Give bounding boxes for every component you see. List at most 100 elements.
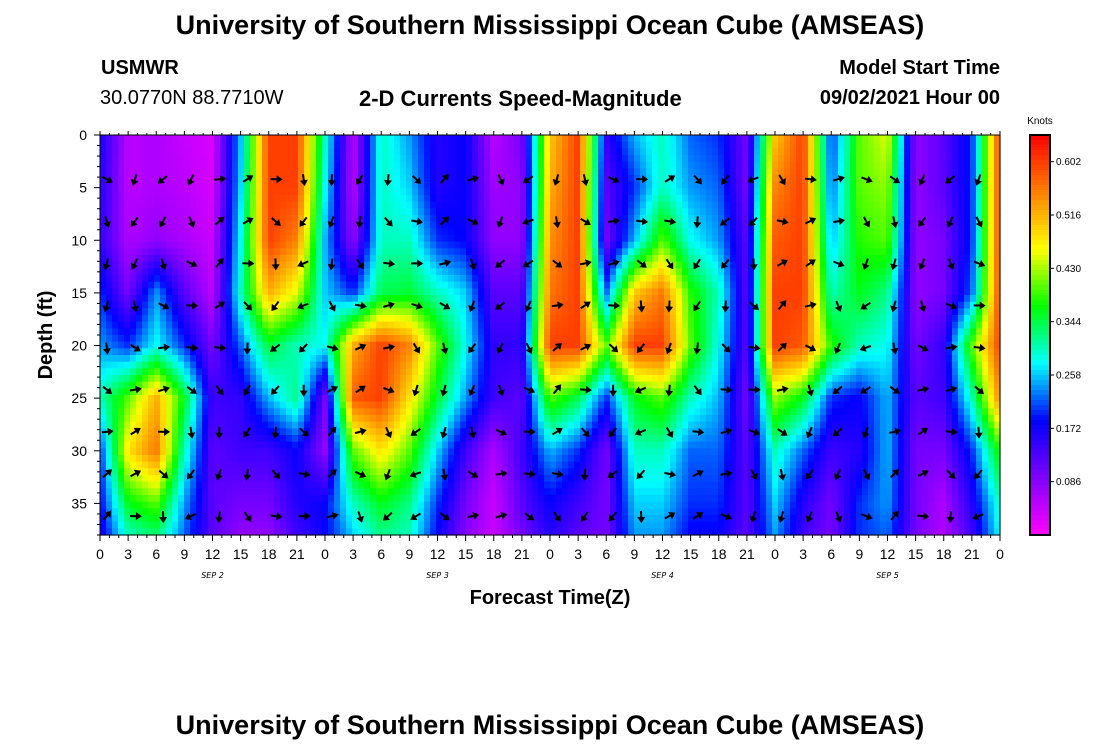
heatmap-cell [568, 341, 575, 349]
heatmap-cell [754, 315, 761, 323]
heatmap-cell [142, 221, 149, 229]
heatmap-cell [586, 295, 593, 303]
heatmap-cell [154, 141, 161, 149]
heatmap-cell [976, 235, 983, 243]
heatmap-cell [892, 141, 899, 149]
heatmap-cell [946, 195, 953, 203]
heatmap-cell [826, 221, 833, 229]
heatmap-cell [724, 321, 731, 329]
heatmap-cell [388, 328, 395, 336]
heatmap-cell [130, 215, 137, 223]
heatmap-cell [700, 268, 707, 276]
heatmap-cell [970, 235, 977, 243]
heatmap-cell [130, 241, 137, 249]
heatmap-cell [172, 168, 179, 176]
heatmap-cell [754, 221, 761, 229]
heatmap-cell [880, 248, 887, 256]
heatmap-cell [238, 335, 245, 343]
heatmap-cell [640, 335, 647, 343]
heatmap-cell [874, 348, 881, 356]
heatmap-cell [586, 268, 593, 276]
heatmap-cell [958, 228, 965, 236]
heatmap-cell [880, 295, 887, 303]
heatmap-cell [130, 275, 137, 283]
heatmap-cell [160, 168, 167, 176]
heatmap-cell [148, 301, 155, 309]
heatmap-cell [232, 141, 239, 149]
heatmap-cell [196, 335, 203, 343]
heatmap-cell [856, 241, 863, 249]
heatmap-cell [568, 288, 575, 296]
heatmap-cell [412, 141, 419, 149]
heatmap-cell [346, 195, 353, 203]
heatmap-cell [592, 281, 599, 289]
heatmap-cell [406, 295, 413, 303]
heatmap-cell [166, 301, 173, 309]
heatmap-cell [826, 348, 833, 356]
heatmap-cell [778, 335, 785, 343]
heatmap-cell [970, 348, 977, 356]
heatmap-cell [208, 201, 215, 209]
heatmap-cell [430, 141, 437, 149]
heatmap-cell [670, 335, 677, 343]
heatmap-cell [112, 135, 119, 143]
heatmap-cell [292, 341, 299, 349]
heatmap-cell [400, 161, 407, 169]
heatmap-cell [130, 335, 137, 343]
heatmap-cell [130, 328, 137, 336]
heatmap-cell [580, 161, 587, 169]
heatmap-cell [664, 261, 671, 269]
heatmap-cell [424, 275, 431, 283]
heatmap-cell [274, 181, 281, 189]
heatmap-cell [184, 228, 191, 236]
heatmap-cell [826, 181, 833, 189]
heatmap-cell [124, 188, 131, 196]
heatmap-cell [262, 281, 269, 289]
heatmap-cell [136, 295, 143, 303]
heatmap-cell [238, 328, 245, 336]
heatmap-cell [166, 295, 173, 303]
heatmap-cell [610, 188, 617, 196]
heatmap-cell [694, 308, 701, 316]
heatmap-cell [592, 348, 599, 356]
heatmap-cell [454, 308, 461, 316]
heatmap-cell [532, 155, 539, 163]
heatmap-cell [928, 181, 935, 189]
heatmap-cell [166, 208, 173, 216]
heatmap-cell [742, 295, 749, 303]
heatmap-cell [628, 308, 635, 316]
heatmap-cell [256, 275, 263, 283]
heatmap-cell [634, 301, 641, 309]
heatmap-cell [370, 321, 377, 329]
heatmap-cell [982, 195, 989, 203]
heatmap-cell [892, 235, 899, 243]
heatmap-cell [454, 295, 461, 303]
heatmap-cell [736, 148, 743, 156]
heatmap-cell [562, 208, 569, 216]
heatmap-cell [136, 315, 143, 323]
heatmap-cell [346, 201, 353, 209]
heatmap-cell [472, 228, 479, 236]
heatmap-cell [442, 188, 449, 196]
heatmap-cell [598, 335, 605, 343]
heatmap-cell [928, 321, 935, 329]
heatmap-cell [970, 335, 977, 343]
heatmap-cell [658, 255, 665, 263]
heatmap-cell [508, 181, 515, 189]
heatmap-cell [472, 188, 479, 196]
heatmap-cell [106, 248, 113, 256]
heatmap-cell [658, 275, 665, 283]
heatmap-cell [328, 321, 335, 329]
heatmap-cell [856, 181, 863, 189]
heatmap-cell [322, 221, 329, 229]
heatmap-cell [424, 268, 431, 276]
heatmap-cell [664, 228, 671, 236]
heatmap-cell [532, 335, 539, 343]
heatmap-cell [478, 321, 485, 329]
heatmap-cell [274, 281, 281, 289]
heatmap-cell [760, 315, 767, 323]
heatmap-cell [208, 188, 215, 196]
heatmap-cell [760, 321, 767, 329]
heatmap-cell [976, 248, 983, 256]
heatmap-cell [700, 248, 707, 256]
